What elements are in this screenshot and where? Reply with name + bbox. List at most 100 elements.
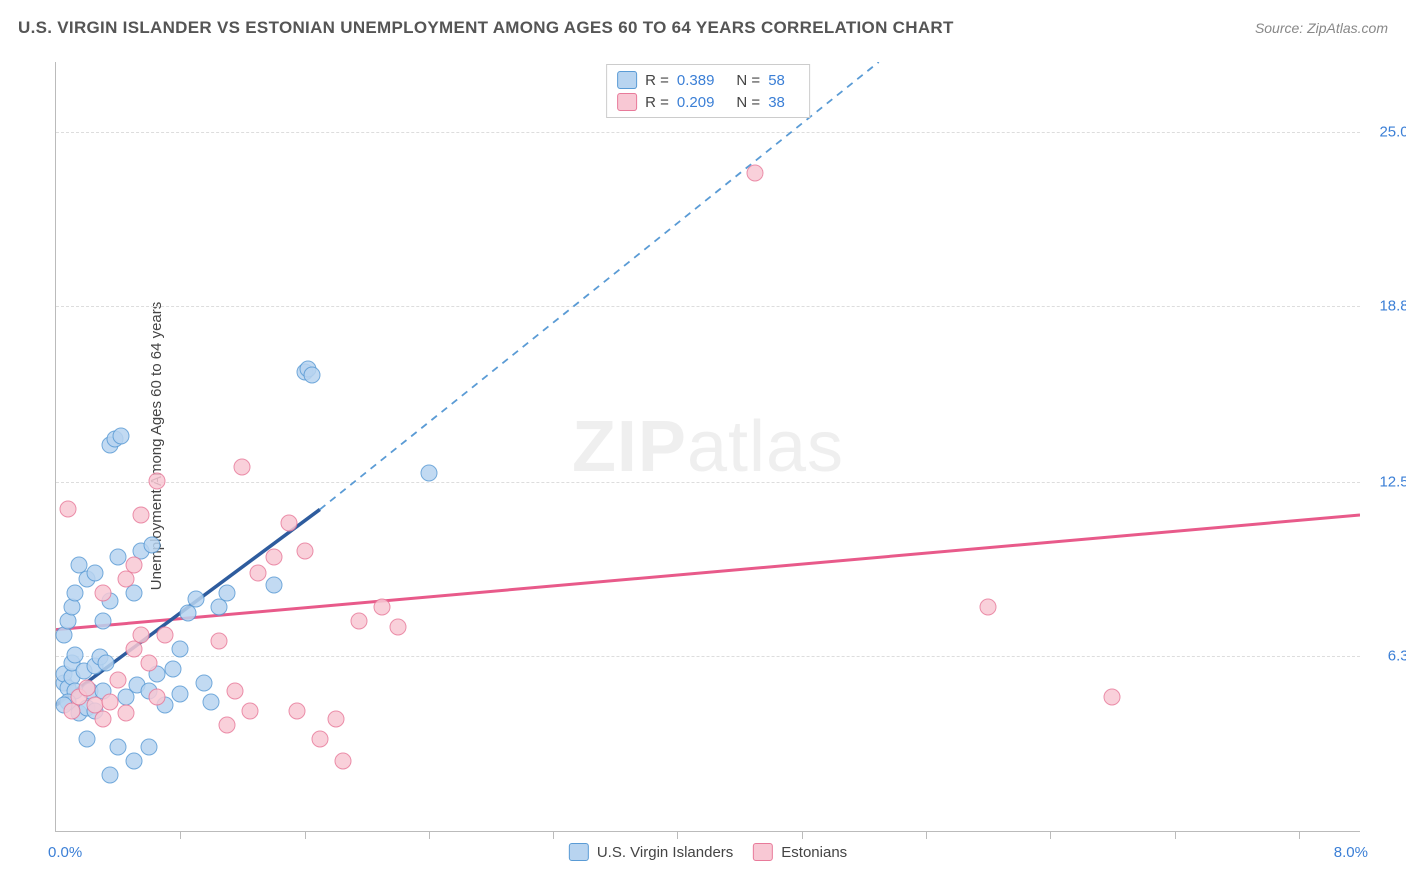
y-tick-label: 6.3% <box>1388 647 1406 664</box>
point-estonian <box>350 613 367 630</box>
x-tick <box>553 831 554 839</box>
point-estonian <box>747 165 764 182</box>
legend-label-est: Estonians <box>781 844 847 861</box>
x-tick <box>677 831 678 839</box>
legend-stats-row-est: R = 0.209 N = 38 <box>617 91 799 113</box>
point-estonian <box>218 716 235 733</box>
x-tick <box>802 831 803 839</box>
point-usvi <box>66 646 83 663</box>
point-usvi <box>66 585 83 602</box>
legend-item-usvi: U.S. Virgin Islanders <box>569 843 733 861</box>
point-estonian <box>110 671 127 688</box>
point-usvi <box>203 694 220 711</box>
gridline <box>56 306 1360 307</box>
point-estonian <box>148 688 165 705</box>
gridline <box>56 132 1360 133</box>
point-usvi <box>144 537 161 554</box>
legend-r-est: 0.209 <box>677 94 715 111</box>
point-estonian <box>281 515 298 532</box>
x-tick <box>926 831 927 839</box>
point-usvi <box>113 428 130 445</box>
point-estonian <box>226 683 243 700</box>
point-usvi <box>195 674 212 691</box>
point-usvi <box>71 557 88 574</box>
x-tick <box>1050 831 1051 839</box>
legend-n-usvi: 58 <box>768 72 785 89</box>
gridline <box>56 482 1360 483</box>
point-estonian <box>94 585 111 602</box>
point-usvi <box>420 464 437 481</box>
gridline <box>56 656 1360 657</box>
x-tick <box>305 831 306 839</box>
point-estonian <box>288 702 305 719</box>
point-estonian <box>249 565 266 582</box>
y-tick-label: 12.5% <box>1379 474 1406 491</box>
point-usvi <box>94 613 111 630</box>
point-estonian <box>980 599 997 616</box>
x-tick <box>180 831 181 839</box>
point-usvi <box>110 548 127 565</box>
point-estonian <box>327 711 344 728</box>
point-estonian <box>117 705 134 722</box>
legend-swatch-est <box>753 843 773 861</box>
point-usvi <box>164 660 181 677</box>
plot-area: ZIPatlas 6.3%12.5%18.8%25.0% R = 0.389 N… <box>55 62 1360 832</box>
point-usvi <box>187 590 204 607</box>
point-usvi <box>172 685 189 702</box>
legend-swatch-est <box>617 93 637 111</box>
legend-item-est: Estonians <box>753 843 847 861</box>
legend-label-usvi: U.S. Virgin Islanders <box>597 844 733 861</box>
point-estonian <box>94 711 111 728</box>
point-usvi <box>304 366 321 383</box>
x-axis-min: 0.0% <box>48 844 82 861</box>
point-usvi <box>79 730 96 747</box>
point-estonian <box>389 618 406 635</box>
point-estonian <box>335 753 352 770</box>
x-tick <box>1175 831 1176 839</box>
point-estonian <box>102 694 119 711</box>
point-estonian <box>156 627 173 644</box>
chart-title: U.S. VIRGIN ISLANDER VS ESTONIAN UNEMPLO… <box>18 18 954 38</box>
legend-swatch-usvi <box>569 843 589 861</box>
point-usvi <box>102 767 119 784</box>
x-tick <box>1299 831 1300 839</box>
point-usvi <box>110 739 127 756</box>
point-estonian <box>60 501 77 518</box>
point-estonian <box>125 557 142 574</box>
watermark: ZIPatlas <box>572 406 844 488</box>
legend-r-usvi: 0.389 <box>677 72 715 89</box>
point-usvi <box>125 753 142 770</box>
point-estonian <box>242 702 259 719</box>
point-estonian <box>296 543 313 560</box>
legend-n-label: N = <box>736 94 760 111</box>
point-estonian <box>234 459 251 476</box>
legend-series: U.S. Virgin Islanders Estonians <box>569 843 847 861</box>
point-estonian <box>265 548 282 565</box>
source-label: Source: ZipAtlas.com <box>1255 20 1388 36</box>
point-estonian <box>133 506 150 523</box>
point-estonian <box>312 730 329 747</box>
legend-r-label: R = <box>645 72 669 89</box>
legend-swatch-usvi <box>617 71 637 89</box>
watermark-zip: ZIP <box>572 407 687 487</box>
y-tick-label: 18.8% <box>1379 297 1406 314</box>
point-estonian <box>1104 688 1121 705</box>
point-estonian <box>211 632 228 649</box>
point-usvi <box>172 641 189 658</box>
point-usvi <box>218 585 235 602</box>
legend-n-label: N = <box>736 72 760 89</box>
legend-r-label: R = <box>645 94 669 111</box>
point-estonian <box>141 655 158 672</box>
point-estonian <box>133 627 150 644</box>
legend-stats-row-usvi: R = 0.389 N = 58 <box>617 69 799 91</box>
legend-stats: R = 0.389 N = 58 R = 0.209 N = 38 <box>606 64 810 118</box>
watermark-atlas: atlas <box>687 407 844 487</box>
point-usvi <box>97 655 114 672</box>
point-usvi <box>265 576 282 593</box>
legend-n-est: 38 <box>768 94 785 111</box>
point-estonian <box>79 680 96 697</box>
point-usvi <box>141 739 158 756</box>
y-tick-label: 25.0% <box>1379 124 1406 141</box>
x-axis-max: 8.0% <box>1334 844 1368 861</box>
point-estonian <box>374 599 391 616</box>
